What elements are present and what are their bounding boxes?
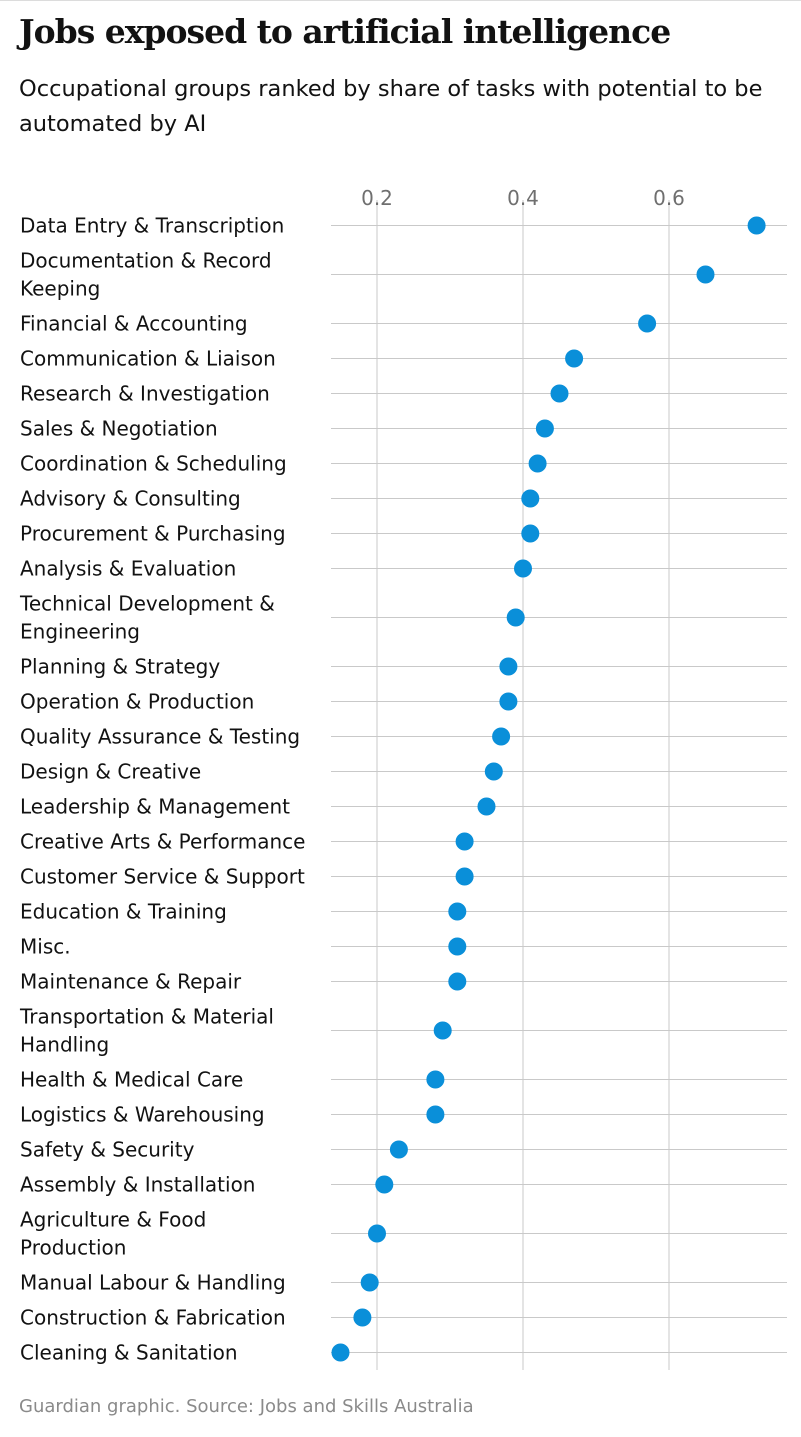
chart-title: Jobs exposed to artificial intelligence (19, 12, 671, 51)
category-label: Sales & Negotiation (20, 417, 218, 441)
x-tick-label: 0.2 (361, 186, 393, 210)
category-label: Logistics & Warehousing (20, 1103, 265, 1127)
category-label: Transportation & Material Handling (19, 1005, 274, 1057)
category-label: Analysis & Evaluation (20, 557, 236, 581)
chart-subtitle: Occupational groups ranked by share of t… (19, 76, 763, 137)
data-point (426, 1070, 445, 1089)
category-label: Maintenance & Repair (20, 970, 242, 994)
data-point (499, 692, 518, 711)
category-label: Customer Service & Support (20, 865, 305, 889)
data-point (331, 1343, 350, 1362)
category-label: Creative Arts & Performance (20, 830, 305, 854)
category-label: Manual Labour & Handling (20, 1271, 286, 1295)
data-point (368, 1224, 386, 1243)
category-label: Leadership & Management (20, 795, 290, 819)
x-tick-labels: 0.2 0.4 0.6 (361, 186, 685, 210)
category-label: Operation & Production (20, 690, 254, 714)
data-point (535, 419, 554, 438)
category-label: Communication & Liaison (20, 347, 276, 371)
category-label: Cleaning & Sanitation (20, 1341, 238, 1365)
category-labels: Data Entry & Transcription Documentation … (19, 214, 305, 1365)
data-point (499, 657, 518, 676)
category-label: Planning & Strategy (20, 655, 220, 679)
data-point (353, 1308, 372, 1327)
data-point (528, 454, 547, 473)
data-points (331, 216, 766, 1362)
data-point (492, 727, 511, 746)
category-label: Documentation & Record Keeping (20, 249, 272, 301)
vertical-gridlines (376, 200, 670, 1370)
data-point (565, 349, 584, 368)
category-label: Data Entry & Transcription (20, 214, 284, 238)
category-label: Health & Medical Care (20, 1068, 243, 1092)
data-point (455, 867, 474, 886)
top-rule (0, 0, 801, 1)
category-label: Research & Investigation (20, 382, 270, 406)
category-label-line: Documentation & Record (20, 249, 272, 273)
data-point (389, 1140, 408, 1159)
data-point (433, 1021, 452, 1040)
category-label: Misc. (20, 935, 71, 959)
horizontal-gridlines (331, 225, 787, 1353)
category-label-line: Technical Development & (19, 592, 275, 616)
category-label: Education & Training (20, 900, 227, 924)
x-tick-label: 0.6 (653, 186, 685, 210)
data-point (506, 608, 525, 627)
data-point (638, 314, 657, 333)
category-label: Agriculture & Food Production (20, 1208, 206, 1260)
data-point (484, 762, 503, 781)
category-label: Coordination & Scheduling (20, 452, 287, 476)
x-tick-label: 0.4 (507, 186, 539, 210)
data-point (448, 972, 467, 991)
category-label: Assembly & Installation (20, 1173, 255, 1197)
category-label: Procurement & Purchasing (20, 522, 286, 546)
data-point (375, 1175, 394, 1194)
data-point (360, 1273, 379, 1292)
category-label: Financial & Accounting (20, 312, 248, 336)
data-point (448, 937, 467, 956)
data-point (696, 265, 715, 284)
source-note: Guardian graphic. Source: Jobs and Skill… (19, 1396, 474, 1417)
category-label: Quality Assurance & Testing (20, 725, 300, 749)
category-label-line: Keeping (20, 277, 100, 301)
data-point (747, 216, 766, 235)
data-point (550, 384, 569, 403)
category-label: Safety & Security (20, 1138, 195, 1162)
data-point (455, 832, 474, 851)
data-point (514, 559, 532, 578)
data-point (426, 1105, 445, 1124)
category-label: Technical Development & Engineering (19, 592, 275, 644)
category-label-line: Transportation & Material (19, 1005, 274, 1029)
data-point (521, 524, 540, 543)
category-label: Design & Creative (20, 760, 201, 784)
category-label-line: Engineering (20, 620, 140, 644)
category-label-line: Production (20, 1236, 126, 1260)
category-label-line: Handling (20, 1033, 109, 1057)
data-point (477, 797, 496, 816)
data-point (521, 489, 540, 508)
category-label-line: Agriculture & Food (20, 1208, 206, 1232)
category-label: Construction & Fabrication (20, 1306, 286, 1330)
category-label: Advisory & Consulting (20, 487, 241, 511)
data-point (448, 902, 467, 921)
